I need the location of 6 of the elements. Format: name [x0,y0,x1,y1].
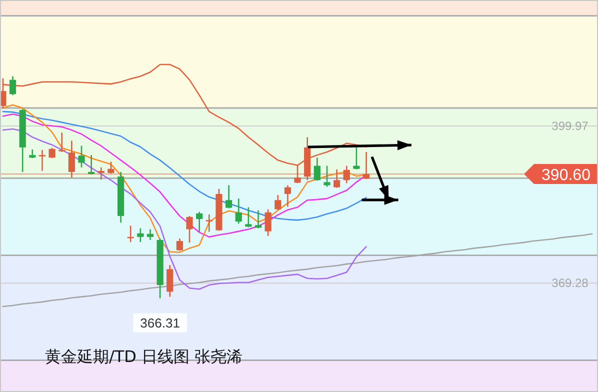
ytick: 369.28 [552,276,588,290]
annotation: 366.31 [133,313,188,332]
annotation: 366.31 [140,315,180,330]
ytick: 399.97 [552,119,588,134]
ref-line-label: 390.60 [542,166,591,184]
title: 黄金延期/TD 日线图 张尧浠 [45,347,243,366]
